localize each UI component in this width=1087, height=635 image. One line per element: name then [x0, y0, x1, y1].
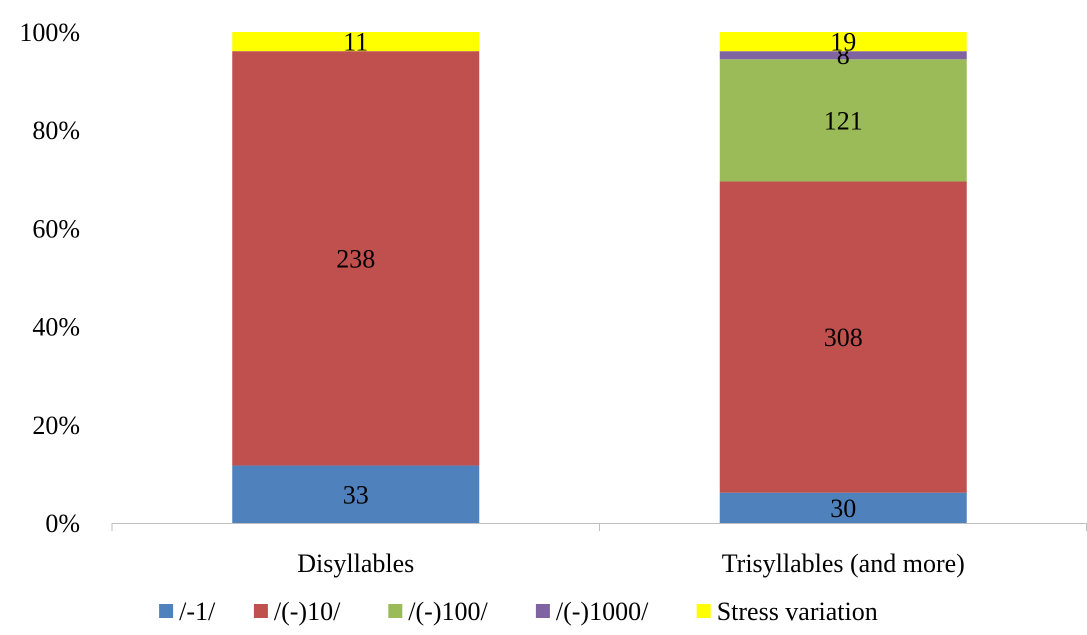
legend-item: Stress variation: [696, 597, 878, 626]
legend-label: /(-)10/: [274, 597, 341, 626]
x-axis: Disyllables Trisyllables (and more): [111, 523, 1087, 578]
y-tick-label: 60%: [32, 214, 80, 243]
bar-segment: [719, 51, 967, 60]
legend-item: /(-)1000/: [535, 597, 649, 626]
bar-segment: [719, 181, 967, 493]
legend-label: /(-)100/: [408, 597, 488, 626]
y-tick-label: 100%: [19, 18, 80, 47]
y-tick-label: 80%: [32, 116, 80, 145]
legend-item: /(-)10/: [253, 597, 341, 626]
y-tick-label: 0%: [45, 509, 80, 538]
legend-item: /(-)100/: [388, 597, 488, 626]
bar-segment: [719, 59, 967, 182]
legend-label: /(-)1000/: [556, 597, 649, 626]
data-label: 121: [824, 106, 863, 135]
legend-swatch: [388, 604, 403, 618]
legend-item: /-1/: [159, 597, 216, 626]
legend-swatch: [159, 604, 174, 618]
bar-segment: [232, 32, 480, 52]
bar-segment: [232, 465, 480, 523]
legend-swatch: [253, 604, 268, 618]
legend: /-1/ /(-)10/ /(-)100/ /(-)1000/Stress varia…: [159, 597, 878, 626]
category-label: Trisyllables (and more): [722, 549, 965, 578]
y-axis: 0% 20% 40% 60% 80% 100%: [19, 18, 80, 538]
legend-label: /-1/: [179, 597, 216, 626]
bar-segment: [719, 492, 967, 523]
bar-segment: [719, 32, 967, 52]
y-tick-label: 20%: [32, 411, 80, 440]
y-tick-label: 40%: [32, 313, 80, 342]
data-label: 30: [830, 494, 856, 523]
bar-segment: [232, 51, 480, 466]
data-label: 238: [336, 244, 375, 273]
legend-swatch: [535, 604, 550, 618]
data-label: 308: [824, 323, 863, 352]
data-label: 11: [343, 28, 368, 57]
category-label: Disyllables: [297, 549, 414, 578]
data-label: 33: [343, 480, 369, 509]
legend-label: Stress variation: [717, 597, 878, 626]
data-label: 19: [830, 28, 856, 57]
legend-swatch: [696, 604, 711, 618]
